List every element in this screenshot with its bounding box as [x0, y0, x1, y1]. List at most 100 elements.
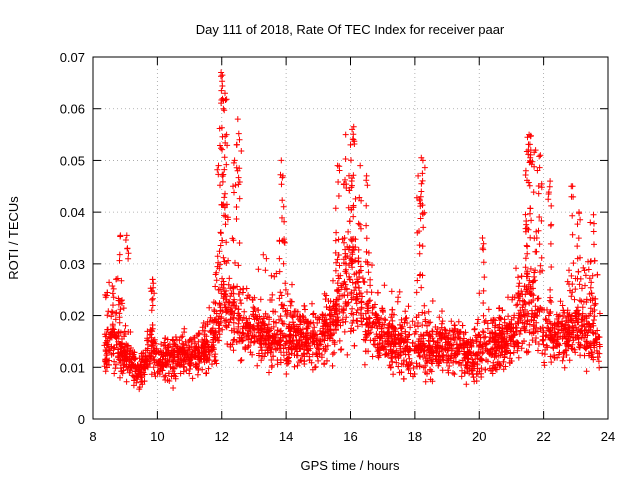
data-point: [395, 331, 402, 338]
data-point: [482, 341, 489, 348]
data-point: [570, 260, 577, 267]
data-point: [419, 177, 426, 184]
data-point: [588, 279, 595, 286]
data-point: [112, 333, 119, 340]
data-point: [407, 361, 414, 368]
data-point: [349, 320, 356, 326]
data-point: [592, 300, 599, 307]
data-point: [170, 364, 176, 371]
data-point: [574, 221, 581, 228]
data-point: [245, 292, 252, 299]
data-point: [258, 357, 265, 364]
data-point: [482, 317, 489, 324]
data-point: [255, 266, 262, 273]
data-point: [435, 353, 442, 360]
data-point: [349, 251, 356, 258]
data-point: [108, 334, 115, 341]
data-point: [234, 328, 241, 335]
data-point: [269, 291, 276, 298]
data-point: [257, 325, 264, 332]
data-point: [283, 360, 290, 367]
data-point: [271, 273, 278, 280]
data-point: [546, 183, 553, 190]
data-point: [237, 297, 244, 303]
data-point: [106, 335, 113, 342]
data-point: [172, 334, 179, 340]
data-point: [345, 228, 352, 235]
data-point: [569, 334, 576, 340]
data-point: [103, 352, 110, 359]
data-point: [497, 330, 504, 337]
data-point: [560, 325, 567, 332]
x-tick-label: 8: [89, 429, 96, 444]
data-point: [362, 348, 369, 355]
data-point: [459, 367, 465, 374]
data-point: [594, 327, 601, 334]
data-point: [480, 300, 487, 306]
y-tick-label: 0: [78, 412, 85, 427]
data-point: [286, 354, 292, 361]
data-point: [149, 302, 156, 309]
data-point: [398, 337, 405, 344]
data-point: [321, 290, 328, 297]
data-point: [363, 331, 370, 338]
data-point: [241, 308, 248, 315]
data-point: [152, 350, 159, 357]
data-point: [393, 347, 400, 354]
data-point: [268, 364, 275, 371]
data-point: [335, 272, 342, 279]
data-point: [581, 334, 588, 341]
data-point: [235, 174, 242, 181]
data-point: [354, 317, 361, 324]
data-point: [154, 370, 161, 376]
data-point: [218, 87, 225, 94]
data-point: [574, 243, 581, 250]
data-point: [535, 227, 542, 234]
data-point: [516, 331, 523, 337]
data-point: [234, 116, 241, 123]
data-point: [238, 357, 245, 363]
data-point: [533, 248, 540, 255]
data-point: [223, 323, 230, 330]
data-point: [546, 327, 553, 334]
data-point: [415, 323, 421, 330]
data-point: [274, 340, 281, 347]
data-point: [254, 337, 261, 344]
data-point: [136, 386, 143, 393]
data-point: [381, 282, 388, 289]
data-point: [191, 353, 198, 360]
data-point: [323, 304, 330, 310]
data-point: [570, 327, 577, 334]
data-point: [430, 349, 437, 356]
data-point: [113, 276, 120, 283]
data-point: [219, 178, 226, 185]
data-point: [236, 136, 243, 143]
data-point: [452, 358, 459, 365]
data-point: [539, 307, 546, 313]
data-point: [364, 182, 371, 189]
data-point: [426, 331, 433, 338]
data-point: [346, 262, 352, 269]
data-point: [220, 254, 227, 261]
data-point: [116, 257, 123, 264]
data-point: [581, 267, 588, 274]
data-point: [406, 355, 413, 362]
data-point: [508, 334, 515, 341]
data-point: [402, 308, 409, 315]
data-point: [540, 336, 547, 343]
data-point: [535, 341, 542, 347]
data-point: [402, 345, 409, 351]
data-point: [333, 259, 340, 266]
data-point: [162, 361, 169, 368]
data-point: [260, 320, 267, 327]
data-point: [288, 298, 295, 305]
data-point: [391, 311, 397, 318]
data-point: [222, 202, 228, 209]
data-point: [260, 251, 267, 258]
data-point: [289, 281, 295, 288]
data-point: [200, 349, 207, 356]
data-point: [349, 182, 355, 189]
data-point: [590, 330, 597, 337]
data-point: [524, 250, 531, 257]
data-point: [255, 307, 261, 313]
